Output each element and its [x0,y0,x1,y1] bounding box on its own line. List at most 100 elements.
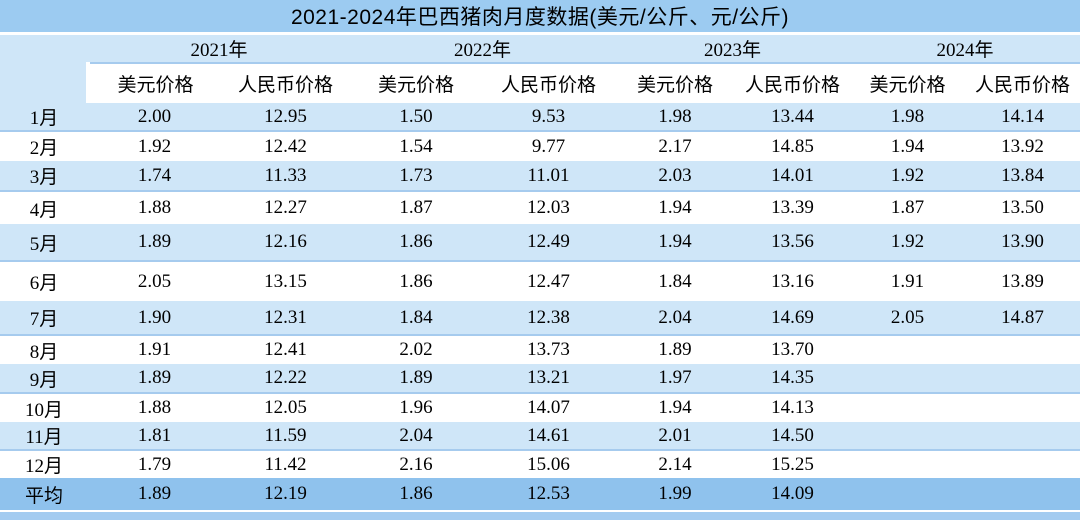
value-cell: 13.89 [965,261,1080,301]
year-header-2022: 2022年 [350,35,616,64]
value-cell: 1.98 [850,103,966,132]
value-cell: 14.85 [735,131,851,161]
rmb-price-header: 人民币价格 [482,63,616,103]
value-cell: 1.73 [350,161,483,192]
month-cell: 1月 [0,103,88,132]
value-cell: 12.22 [221,364,351,394]
month-cell: 8月 [0,335,88,364]
value-cell: 12.49 [482,224,616,262]
bottom-strip [0,512,1080,520]
value-cell: 1.84 [615,261,736,301]
table-row: 3月 1.74 11.33 1.73 11.01 2.03 14.01 1.92 13.84 [0,161,1080,192]
value-cell: 2.04 [615,301,736,336]
value-cell: 14.61 [482,422,616,451]
value-cell: 14.87 [965,301,1080,336]
table-row: 12月 1.79 11.42 2.16 15.06 2.14 15.25 [0,450,1080,478]
value-cell: 1.89 [88,478,221,510]
value-cell: 13.90 [965,224,1080,262]
year-header-2024: 2024年 [850,35,1080,64]
value-cell: 1.88 [88,393,221,422]
value-cell: 1.92 [850,161,966,192]
value-cell: 1.86 [350,224,483,262]
month-cell: 5月 [0,224,88,262]
value-cell: 2.01 [615,422,736,451]
value-cell: 12.38 [482,301,616,336]
value-cell [850,364,966,394]
value-cell: 9.53 [482,103,616,132]
table-row: 6月 2.05 13.15 1.86 12.47 1.84 13.16 1.91 13.89 [0,261,1080,301]
value-cell: 13.73 [482,335,616,364]
value-cell: 14.35 [735,364,851,394]
value-cell: 14.69 [735,301,851,336]
value-cell [965,335,1080,364]
value-cell: 2.16 [350,450,483,478]
value-cell: 1.90 [88,301,221,336]
value-cell: 1.98 [615,103,736,132]
value-cell [850,422,966,451]
value-cell: 1.94 [615,393,736,422]
value-cell: 12.16 [221,224,351,262]
value-cell: 14.13 [735,393,851,422]
value-cell: 1.94 [850,131,966,161]
value-cell: 13.56 [735,224,851,262]
value-cell: 1.88 [88,191,221,224]
value-cell: 13.70 [735,335,851,364]
value-cell: 14.01 [735,161,851,192]
value-cell: 1.89 [88,364,221,394]
value-cell: 1.54 [350,131,483,161]
value-cell: 13.16 [735,261,851,301]
value-cell: 11.01 [482,161,616,192]
average-row: 平均 1.89 12.19 1.86 12.53 1.99 14.09 [0,478,1080,510]
table-row: 5月 1.89 12.16 1.86 12.49 1.94 13.56 1.92 13.90 [0,224,1080,262]
value-cell: 1.92 [88,131,221,161]
value-cell [850,478,966,510]
value-cell: 1.89 [88,224,221,262]
value-cell [965,393,1080,422]
value-cell: 1.74 [88,161,221,192]
rmb-price-header: 人民币价格 [965,63,1080,103]
value-cell: 14.07 [482,393,616,422]
month-cell: 9月 [0,364,88,394]
value-cell: 1.89 [615,335,736,364]
value-cell: 1.86 [350,478,483,510]
value-cell: 14.14 [965,103,1080,132]
value-cell: 12.31 [221,301,351,336]
table-title: 2021-2024年巴西猪肉月度数据(美元/公斤、元/公斤) [290,6,790,29]
value-cell: 14.09 [735,478,851,510]
value-cell: 1.81 [88,422,221,451]
value-cell: 1.79 [88,450,221,478]
value-cell: 2.03 [615,161,736,192]
value-cell: 13.21 [482,364,616,394]
value-cell: 1.87 [350,191,483,224]
value-cell: 2.05 [88,261,221,301]
price-header-row: 美元价格 人民币价格 美元价格 人民币价格 美元价格 人民币价格 美元价格 人民… [0,63,1080,103]
usd-price-header: 美元价格 [615,63,736,103]
value-cell: 9.77 [482,131,616,161]
table-row: 11月 1.81 11.59 2.04 14.61 2.01 14.50 [0,422,1080,451]
month-cell: 2月 [0,131,88,161]
usd-price-header: 美元价格 [86,63,221,103]
month-cell: 3月 [0,161,88,192]
monthly-price-table: 2021年 2022年 2023年 2024年 美元价格 人民币价格 美元价格 … [0,35,1080,510]
value-cell: 11.42 [221,450,351,478]
value-cell: 1.91 [88,335,221,364]
value-cell: 12.19 [221,478,351,510]
value-cell [850,335,966,364]
month-cell: 平均 [0,478,88,510]
table-row: 2月 1.92 12.42 1.54 9.77 2.17 14.85 1.94 13.92 [0,131,1080,161]
value-cell: 1.94 [615,224,736,262]
title-divider [0,32,1080,35]
value-cell: 2.02 [350,335,483,364]
value-cell: 2.04 [350,422,483,451]
value-cell: 12.05 [221,393,351,422]
table-body: 1月 2.00 12.95 1.50 9.53 1.98 13.44 1.98 14.14 2月 1… [0,103,1080,510]
year-header-2021: 2021年 [88,35,351,64]
value-cell: 13.92 [965,131,1080,161]
rmb-price-header: 人民币价格 [735,63,851,103]
value-cell: 11.59 [221,422,351,451]
value-cell: 1.94 [615,191,736,224]
month-cell: 4月 [0,191,88,224]
value-cell: 1.87 [850,191,966,224]
corner-cell [0,35,88,103]
